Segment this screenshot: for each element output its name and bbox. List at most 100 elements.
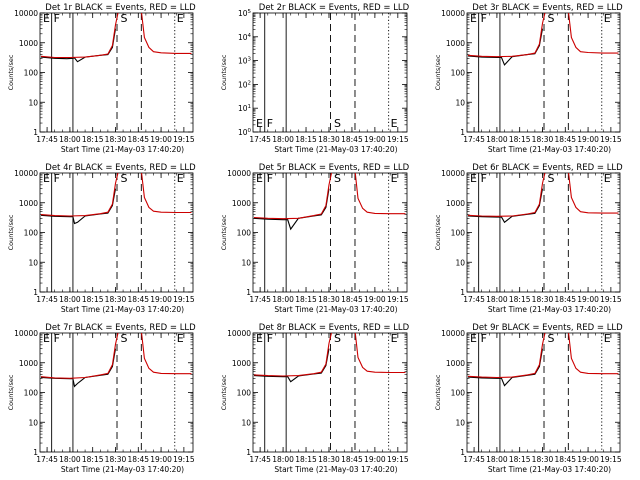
x-tick-label: 19:00 [577, 455, 599, 464]
x-axis-label: Start Time (21-May-03 17:40:20) [488, 305, 611, 314]
events-series-line [253, 188, 330, 231]
x-tick-label: 18:15 [82, 295, 104, 304]
x-tick-label: 17:45 [463, 135, 485, 144]
chart-panel: Det 9r BLACK = Events, RED = LLD 1 10 100 10… [434, 323, 623, 474]
y-tick-label: 103 [238, 57, 252, 66]
y-axis-label: Counts/sec [7, 54, 15, 90]
x-tick-label: 18:15 [509, 135, 531, 144]
plot-frame [39, 332, 194, 453]
events-series-line [40, 348, 117, 388]
chart-panel: Det 6r BLACK = Events, RED = LLD 1 10 100 10… [434, 163, 623, 314]
y-tick-label: 10 [28, 98, 38, 107]
event-marker-label: E [391, 332, 398, 345]
y-tick-label: 1000 [446, 39, 465, 48]
x-axis-label: Start Time (21-May-03 17:40:20) [488, 145, 611, 154]
event-marker-label: S [548, 12, 555, 25]
x-axis-label: Start Time (21-May-03 17:40:20) [274, 145, 397, 154]
x-tick-label: 19:15 [387, 135, 409, 144]
event-marker-label: F [54, 332, 60, 345]
x-tick-label: 17:45 [249, 295, 271, 304]
event-marker-label: E [604, 172, 611, 185]
y-tick-label: 1 [246, 448, 251, 457]
x-tick-label: 19:15 [387, 295, 409, 304]
y-axis-label: Counts/sec [220, 54, 228, 90]
y-tick-label: 100 [24, 389, 39, 398]
x-tick-label: 18:45 [341, 455, 363, 464]
y-tick-label: 10000 [441, 169, 465, 178]
event-marker-label: S [334, 117, 341, 130]
panel-title: Det 1r BLACK = Events, RED = LLD [45, 3, 196, 13]
x-tick-label: 18:30 [532, 135, 554, 144]
event-marker-label: E [391, 172, 398, 185]
lld-series-line [40, 13, 192, 59]
chart-panel: Det 4r BLACK = Events, RED = LLD 1 10 100 10… [7, 163, 196, 314]
panel-title: Det 4r BLACK = Events, RED = LLD [45, 163, 196, 173]
x-tick-label: 19:00 [364, 135, 386, 144]
events-series-line [467, 188, 544, 224]
x-tick-label: 18:45 [341, 135, 363, 144]
event-marker-label: S [121, 332, 128, 345]
chart-panel: Det 5r BLACK = Events, RED = LLD 1 10 100 10… [220, 163, 410, 314]
y-tick-label: 100 [237, 389, 252, 398]
y-tick-label: 1 [460, 128, 465, 137]
event-marker-label: F [267, 117, 273, 130]
y-tick-label: 1000 [446, 359, 465, 368]
x-tick-label: 18:30 [318, 295, 340, 304]
x-tick-label: 18:30 [318, 135, 340, 144]
x-tick-label: 17:45 [463, 295, 485, 304]
x-tick-label: 19:00 [577, 135, 599, 144]
x-tick-label: 18:45 [127, 455, 149, 464]
y-axis-label: Counts/sec [434, 214, 442, 250]
x-tick-label: 19:00 [364, 455, 386, 464]
x-tick-label: 18:15 [295, 455, 317, 464]
plot-frame [466, 12, 621, 133]
x-tick-label: 17:45 [249, 455, 271, 464]
event-marker-label: E [604, 12, 611, 25]
y-tick-label: 10 [28, 258, 38, 267]
x-tick-label: 19:00 [364, 295, 386, 304]
x-tick-label: 17:45 [463, 455, 485, 464]
y-tick-label: 100 [24, 229, 39, 238]
x-tick-label: 18:30 [105, 455, 127, 464]
event-marker-label: F [54, 172, 60, 185]
event-marker-label: S [334, 332, 341, 345]
event-marker-label: E [256, 172, 263, 185]
y-tick-label: 100 [451, 229, 466, 238]
y-tick-label: 1 [460, 448, 465, 457]
panel-title: Det 9r BLACK = Events, RED = LLD [472, 323, 623, 333]
event-marker-label: E [256, 117, 263, 130]
events-series-line [253, 348, 330, 383]
y-tick-label: 100 [451, 389, 466, 398]
chart-panel: Det 7r BLACK = Events, RED = LLD 1 10 100 10… [7, 323, 196, 474]
event-marker-label: F [481, 332, 487, 345]
y-tick-label: 10 [28, 418, 38, 427]
panel-title: Det 5r BLACK = Events, RED = LLD [259, 163, 410, 173]
event-marker-label: E [604, 332, 611, 345]
plot-frame [466, 332, 621, 453]
plot-frame [252, 332, 408, 453]
event-marker-label: E [177, 172, 184, 185]
event-marker-label: F [54, 12, 60, 25]
y-tick-label: 1 [33, 288, 38, 297]
y-axis-label: Counts/sec [7, 374, 15, 410]
x-tick-label: 17:45 [249, 135, 271, 144]
plot-frame [39, 12, 194, 133]
x-tick-label: 18:30 [318, 455, 340, 464]
x-tick-label: 18:45 [127, 295, 149, 304]
panel-title: Det 2r BLACK = Events, RED = LLD [259, 3, 410, 13]
x-tick-label: 17:45 [36, 455, 58, 464]
x-tick-label: 18:30 [105, 135, 127, 144]
x-tick-label: 18:00 [59, 455, 81, 464]
lld-series-line [40, 173, 192, 217]
event-marker-label: S [121, 12, 128, 25]
y-tick-label: 10000 [441, 329, 465, 338]
plot-frame [466, 172, 621, 293]
y-tick-label: 100 [237, 229, 252, 238]
events-series-line [467, 28, 544, 66]
event-marker-label: F [481, 172, 487, 185]
y-tick-label: 10000 [14, 169, 38, 178]
chart-panel: Det 1r BLACK = Events, RED = LLD 1 10 100 10… [7, 3, 196, 154]
panel-title: Det 7r BLACK = Events, RED = LLD [45, 323, 196, 333]
event-marker-label: F [267, 332, 273, 345]
